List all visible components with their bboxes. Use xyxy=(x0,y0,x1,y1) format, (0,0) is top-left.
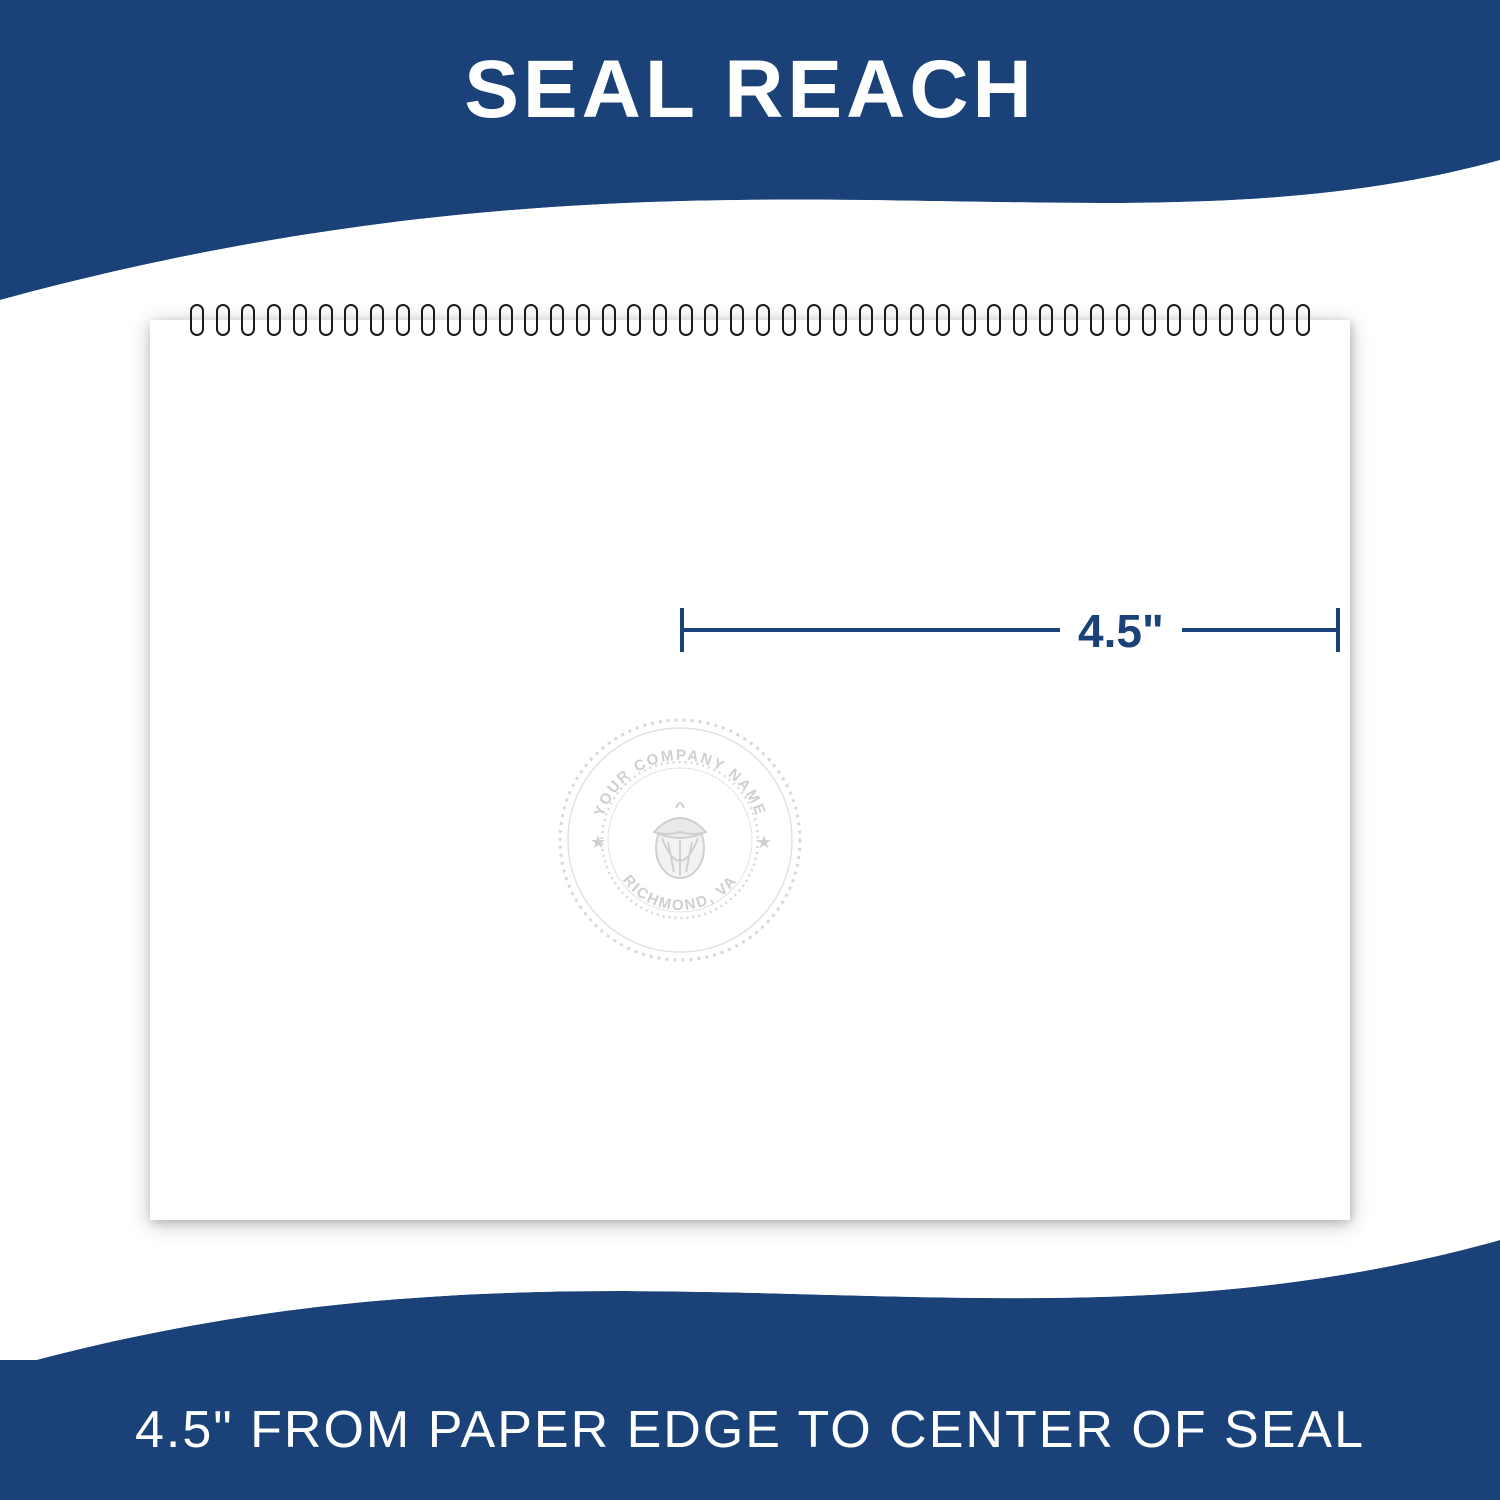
embossed-seal: YOUR COMPANY NAME RICHMOND, VA ★ ★ xyxy=(550,710,810,970)
header-band: SEAL REACH xyxy=(0,0,1500,180)
dimension-tick-left xyxy=(680,608,684,652)
spiral-loop xyxy=(602,304,616,336)
page-title: SEAL REACH xyxy=(464,43,1036,137)
spiral-loop xyxy=(1219,304,1233,336)
spiral-loop xyxy=(241,304,255,336)
spiral-loop xyxy=(1167,304,1181,336)
svg-text:★: ★ xyxy=(756,832,772,852)
spiral-loop xyxy=(807,304,821,336)
spiral-loop xyxy=(936,304,950,336)
spiral-loop xyxy=(421,304,435,336)
dimension-tick-right xyxy=(1336,608,1340,652)
seal-company-text: YOUR COMPANY NAME xyxy=(591,747,769,819)
spiral-loop xyxy=(370,304,384,336)
spiral-loop xyxy=(756,304,770,336)
spiral-loop xyxy=(884,304,898,336)
spiral-loop xyxy=(962,304,976,336)
spiral-loop xyxy=(473,304,487,336)
dimension-line xyxy=(680,628,1340,632)
spiral-loop xyxy=(1244,304,1258,336)
spiral-loop xyxy=(319,304,333,336)
spiral-loop xyxy=(550,304,564,336)
spiral-loop xyxy=(910,304,924,336)
footer-band: 4.5" FROM PAPER EDGE TO CENTER OF SEAL xyxy=(0,1360,1500,1500)
spiral-loop xyxy=(216,304,230,336)
spiral-loop xyxy=(627,304,641,336)
spiral-loop xyxy=(499,304,513,336)
spiral-loop xyxy=(576,304,590,336)
dimension-indicator: 4.5" xyxy=(680,600,1340,660)
spiral-loop xyxy=(524,304,538,336)
spiral-loop xyxy=(730,304,744,336)
spiral-loop xyxy=(679,304,693,336)
svg-text:★: ★ xyxy=(590,832,606,852)
spiral-loop xyxy=(782,304,796,336)
spiral-loop xyxy=(1193,304,1207,336)
spiral-loop xyxy=(396,304,410,336)
spiral-loop xyxy=(833,304,847,336)
spiral-binding xyxy=(190,304,1310,336)
spiral-loop xyxy=(344,304,358,336)
spiral-loop xyxy=(859,304,873,336)
spiral-loop xyxy=(653,304,667,336)
spiral-loop xyxy=(190,304,204,336)
spiral-loop xyxy=(1090,304,1104,336)
dimension-label: 4.5" xyxy=(1060,604,1182,658)
spiral-loop xyxy=(293,304,307,336)
spiral-loop xyxy=(1064,304,1078,336)
spiral-loop xyxy=(987,304,1001,336)
spiral-loop xyxy=(1270,304,1284,336)
svg-text:YOUR COMPANY NAME: YOUR COMPANY NAME xyxy=(591,747,769,819)
spiral-loop xyxy=(1142,304,1156,336)
spiral-loop xyxy=(267,304,281,336)
spiral-loop xyxy=(704,304,718,336)
spiral-loop xyxy=(1013,304,1027,336)
spiral-loop xyxy=(1296,304,1310,336)
footer-caption: 4.5" FROM PAPER EDGE TO CENTER OF SEAL xyxy=(135,1400,1365,1460)
spiral-loop xyxy=(1116,304,1130,336)
spiral-loop xyxy=(1039,304,1053,336)
notepad: 4.5" YOUR COMPANY NAME RICHMOND, VA ★ xyxy=(150,320,1350,1220)
spiral-loop xyxy=(447,304,461,336)
